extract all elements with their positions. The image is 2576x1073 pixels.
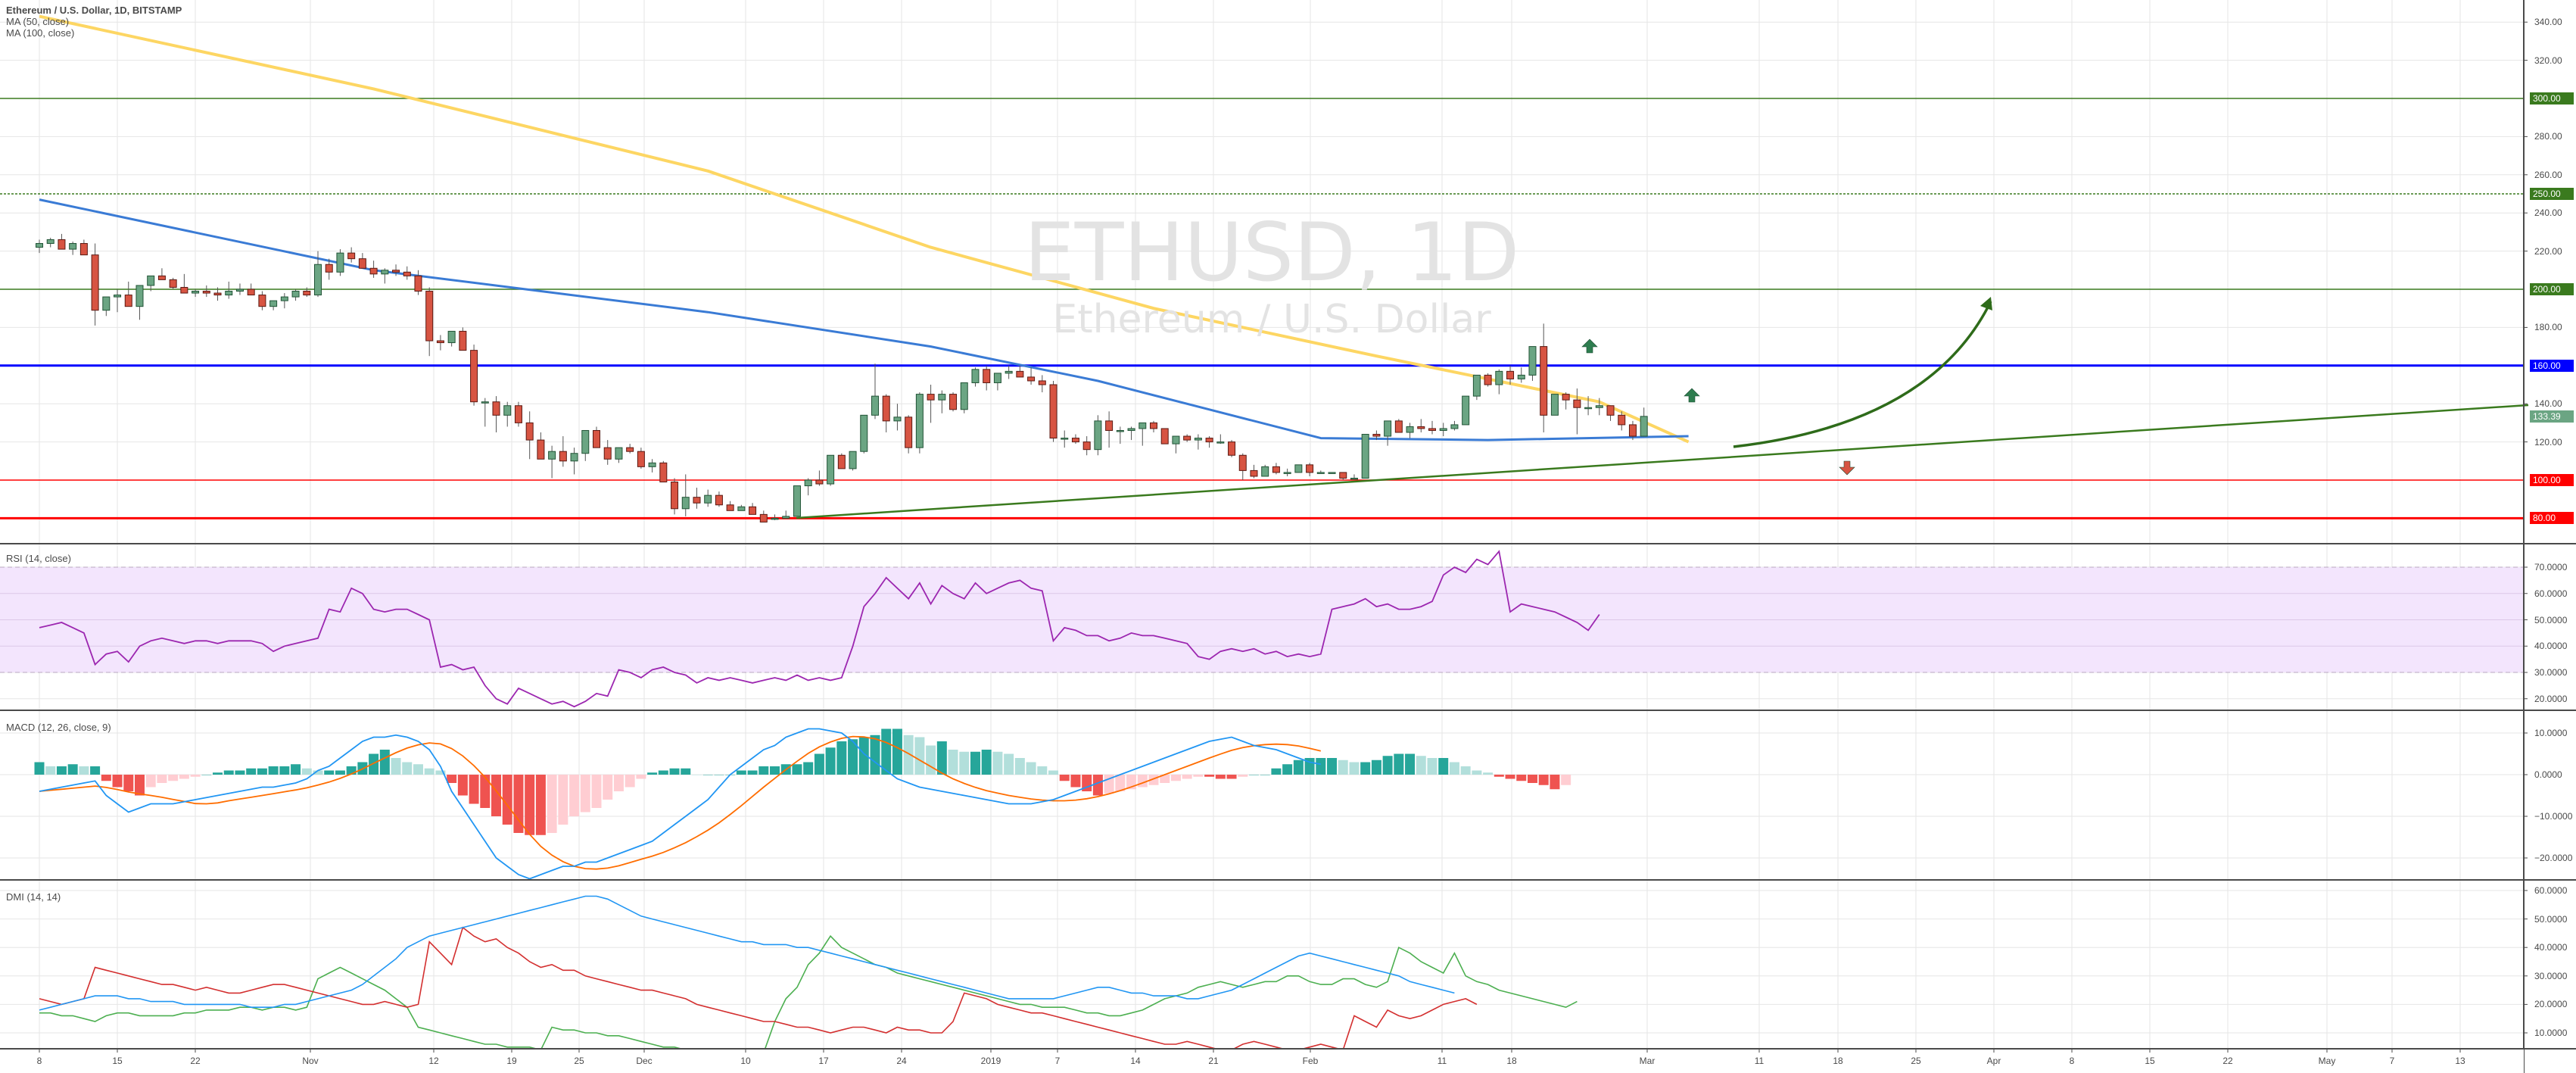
time-tick-label: 7 bbox=[1054, 1056, 1061, 1066]
price-tick-label: 120.00 bbox=[2534, 436, 2562, 448]
dmi-tick-label: 20.0000 bbox=[2534, 999, 2568, 1010]
rsi-tick-label: 50.0000 bbox=[2534, 614, 2568, 625]
time-tick-label: 25 bbox=[574, 1056, 584, 1066]
price-tick-label: 340.00 bbox=[2534, 17, 2562, 28]
time-tick-label: 25 bbox=[1911, 1056, 1921, 1066]
rsi-tick-label: 30.0000 bbox=[2534, 667, 2568, 678]
moving-averages bbox=[39, 14, 1690, 444]
time-tick-label: 22 bbox=[2222, 1056, 2233, 1066]
price-tag-250.00: 250.00 bbox=[2530, 188, 2574, 200]
time-tick-label: 2019 bbox=[980, 1056, 1001, 1066]
time-tick-label: 24 bbox=[896, 1056, 907, 1066]
trend-line[interactable] bbox=[796, 404, 2529, 519]
price-tick-label: 180.00 bbox=[2534, 322, 2562, 333]
ma50-legend[interactable]: MA (50, close) bbox=[6, 16, 70, 27]
time-tick-label: May bbox=[2318, 1056, 2336, 1066]
chart-title[interactable]: Ethereum / U.S. Dollar, 1D, BITSTAMP bbox=[6, 5, 182, 16]
main-legend: Ethereum / U.S. Dollar, 1D, BITSTAMP MA … bbox=[6, 5, 182, 39]
dmi-legend[interactable]: DMI (14, 14) bbox=[6, 891, 61, 903]
rsi-tick-label: 60.0000 bbox=[2534, 588, 2568, 599]
ma100-legend[interactable]: MA (100, close) bbox=[6, 27, 75, 39]
time-tick-label: 21 bbox=[1208, 1056, 1219, 1066]
time-tick-label: 15 bbox=[2145, 1056, 2155, 1066]
time-tick-label: 11 bbox=[1754, 1056, 1765, 1066]
dmi-tick-label: 40.0000 bbox=[2534, 942, 2568, 953]
time-tick-label: Nov bbox=[302, 1056, 319, 1066]
macd-tick-label: −20.0000 bbox=[2534, 853, 2573, 863]
rsi-overbought-oversold-band bbox=[0, 566, 2524, 673]
time-tick-label: 17 bbox=[818, 1056, 829, 1066]
arrow-down-icon[interactable] bbox=[1839, 460, 1855, 476]
dmi-tick-label: 50.0000 bbox=[2534, 913, 2568, 925]
price-tick-label: 240.00 bbox=[2534, 207, 2562, 219]
rsi-legend[interactable]: RSI (14, close) bbox=[6, 553, 71, 564]
time-tick-label: 18 bbox=[1506, 1056, 1517, 1066]
price-tag-100.00: 100.00 bbox=[2530, 474, 2574, 486]
candlestick-series bbox=[36, 233, 1648, 522]
horizontal-levels[interactable] bbox=[0, 98, 2524, 519]
macd-series bbox=[34, 728, 1571, 880]
time-tick-label: 10 bbox=[740, 1056, 751, 1066]
time-tick-label: 18 bbox=[1833, 1056, 1843, 1066]
time-tick-label: 22 bbox=[190, 1056, 201, 1066]
price-tick-label: 220.00 bbox=[2534, 245, 2562, 257]
rsi-tick-label: 70.0000 bbox=[2534, 562, 2568, 572]
time-tick-label: 13 bbox=[2455, 1056, 2465, 1066]
time-tick-label: 7 bbox=[2389, 1056, 2395, 1066]
price-tag-80.00: 80.00 bbox=[2530, 512, 2574, 525]
arrow-up-icon[interactable] bbox=[1684, 388, 1700, 403]
time-tick-label: Feb bbox=[1302, 1056, 1319, 1066]
ma50-line bbox=[39, 198, 1689, 441]
time-tick-label: Apr bbox=[1986, 1056, 2001, 1066]
dmi-series bbox=[39, 895, 1578, 1054]
time-tick-label: 8 bbox=[2069, 1056, 2075, 1066]
price-axis[interactable] bbox=[39, 21, 2528, 1053]
dmi-tick-label: 10.0000 bbox=[2534, 1028, 2568, 1038]
macd-legend[interactable]: MACD (12, 26, close, 9) bbox=[6, 722, 111, 733]
rsi-tick-label: 20.0000 bbox=[2534, 693, 2568, 704]
time-tick-label: Mar bbox=[1639, 1056, 1656, 1066]
price-tick-label: 140.00 bbox=[2534, 398, 2562, 410]
projection-curve[interactable] bbox=[1733, 301, 1992, 448]
drawing-tools[interactable] bbox=[796, 297, 2529, 519]
time-tick-label: 14 bbox=[1130, 1056, 1141, 1066]
price-tag-160.00: 160.00 bbox=[2530, 359, 2574, 372]
ma100-line bbox=[39, 14, 1690, 444]
arrowhead-icon bbox=[1980, 297, 1992, 310]
time-tick-label: Dec bbox=[636, 1056, 653, 1066]
time-tick-label: 19 bbox=[506, 1056, 517, 1066]
macd-tick-label: 10.0000 bbox=[2534, 728, 2568, 738]
time-tick-label: 12 bbox=[428, 1056, 439, 1066]
time-tick-label: 11 bbox=[1437, 1056, 1447, 1066]
macd-tick-label: 0.0000 bbox=[2534, 769, 2562, 780]
dmi-tick-label: 30.0000 bbox=[2534, 970, 2568, 981]
arrow-up-icon[interactable] bbox=[1581, 338, 1598, 354]
rsi-tick-label: 40.0000 bbox=[2534, 641, 2568, 652]
time-tick-label: 8 bbox=[36, 1056, 42, 1066]
grid-lines bbox=[0, 0, 2524, 1049]
price-tag-200.00: 200.00 bbox=[2530, 283, 2574, 295]
time-tick-label: 15 bbox=[112, 1056, 123, 1066]
macd-tick-label: −10.0000 bbox=[2534, 811, 2573, 822]
price-tick-label: 320.00 bbox=[2534, 55, 2562, 66]
price-tick-label: 280.00 bbox=[2534, 131, 2562, 142]
price-tag-300.00: 300.00 bbox=[2530, 92, 2574, 104]
price-tag-133.39: 133.39 bbox=[2530, 410, 2574, 423]
price-tick-label: 260.00 bbox=[2534, 169, 2562, 180]
rsi-series bbox=[39, 550, 1600, 708]
dmi-tick-label: 60.0000 bbox=[2534, 885, 2568, 896]
